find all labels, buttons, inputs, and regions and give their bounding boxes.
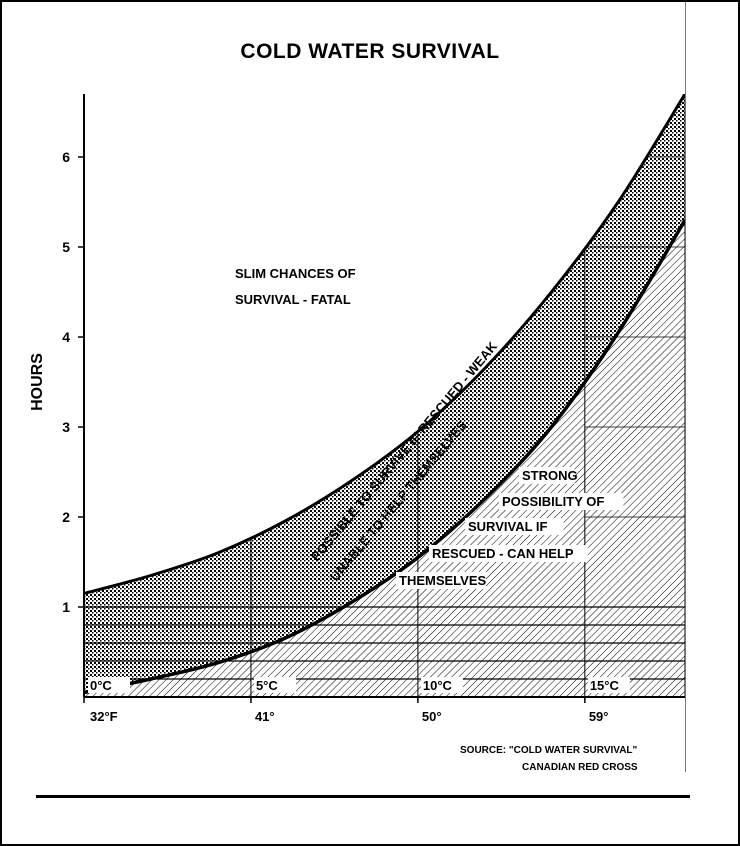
series-upper-curve: [84, 94, 685, 595]
region-label-strong-bg-1: [499, 493, 624, 510]
x-tick-celsius-2: 10°C: [423, 678, 453, 693]
x-tick-fahrenheit-0: 32°F: [90, 709, 118, 724]
y-tick-label-4: 5: [62, 239, 70, 255]
region-label-strong-line-3: RESCUED - CAN HELP: [432, 546, 574, 561]
region-label-strong-line-2: SURVIVAL IF: [468, 519, 548, 534]
region-label-strong-bg-0: [519, 467, 575, 484]
bottom-divider: [36, 795, 690, 798]
y-tick-label-3: 4: [62, 329, 70, 345]
xtick-c-bg-2: [420, 677, 463, 693]
region-label-strong-bg-3: [429, 545, 588, 562]
y-tick-label-2: 3: [62, 419, 70, 435]
source-line-1: SOURCE: "COLD WATER SURVIVAL": [460, 745, 638, 756]
region-label-strong-line-0: STRONG: [522, 468, 578, 483]
region-weak-band: [84, 94, 685, 693]
plot-area: [84, 94, 685, 697]
source-line-2: CANADIAN RED CROSS: [522, 762, 638, 773]
x-tick-celsius-3: 15°C: [590, 678, 620, 693]
y-axis-label: HOURS: [29, 353, 46, 411]
y-tick-label-1: 2: [62, 509, 70, 525]
chart-title: COLD WATER SURVIVAL: [240, 40, 500, 63]
xtick-c-bg-0: [88, 677, 130, 693]
x-tick-fahrenheit-2: 50°: [422, 709, 442, 724]
y-tick-label-0: 1: [62, 599, 70, 615]
series-lower-curve: [84, 219, 685, 695]
x-tick-celsius-0: 0°C: [90, 678, 112, 693]
x-tick-celsius-1: 5°C: [256, 678, 278, 693]
right-edge-line: [685, 2, 686, 772]
x-tick-fahrenheit-1: 41°: [255, 709, 275, 724]
region-label-strong-line-4: THEMSELVES: [399, 573, 486, 588]
region-slim-chances: [84, 94, 685, 594]
y-tick-label-5: 6: [62, 149, 70, 165]
region-strong-possibility: [84, 220, 685, 697]
x-tick-fahrenheit-3: 59°: [589, 709, 609, 724]
xtick-c-bg-3: [587, 677, 630, 693]
region-label-strong-bg-2: [465, 518, 564, 535]
xtick-c-bg-1: [253, 677, 296, 693]
region-label-fatal-line-0: SLIM CHANCES OF: [235, 266, 356, 281]
region-label-fatal-line-1: SURVIVAL - FATAL: [235, 292, 351, 307]
region-label-strong-bg-4: [396, 572, 486, 589]
region-label-strong-line-1: POSSIBILITY OF: [502, 494, 604, 509]
